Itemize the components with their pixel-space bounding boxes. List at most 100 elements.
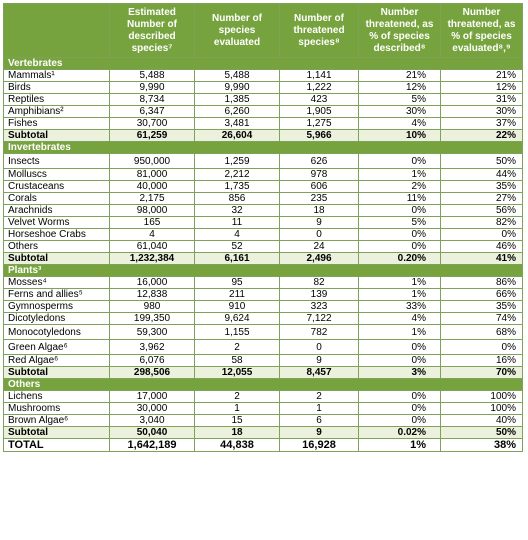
described-cell: 8,734 (109, 93, 195, 106)
threatened-cell: 323 (279, 300, 359, 313)
pct-described-cell: 0% (358, 153, 441, 169)
table-row: Mammals¹ 5,488 5,488 1,141 21% 21% (3, 69, 523, 82)
pct-described-cell: 0.02% (358, 426, 441, 439)
described-cell: 165 (109, 216, 195, 229)
pct-evaluated-cell: 0% (440, 228, 523, 241)
section-title: Plants³ (3, 264, 523, 277)
described-cell: 199,350 (109, 312, 195, 325)
threatened-cell: 235 (279, 192, 359, 205)
row-label: Mosses⁴ (3, 276, 110, 289)
header-pct-described: Number threatened, as % of species descr… (358, 3, 441, 58)
threatened-cell: 978 (279, 168, 359, 181)
pct-evaluated-cell: 0% (440, 339, 523, 355)
table-row: Brown Algae⁶ 3,040 15 6 0% 40% (3, 414, 523, 427)
described-cell: 30,700 (109, 117, 195, 130)
threatened-cell: 5,966 (279, 129, 359, 142)
table-row: Velvet Worms 165 11 9 5% 82% (3, 216, 523, 229)
threatened-cell: 9 (279, 216, 359, 229)
table-row: Gymnosperms 980 910 323 33% 35% (3, 300, 523, 313)
threatened-cell: 2 (279, 390, 359, 403)
pct-described-cell: 0% (358, 414, 441, 427)
subtotal-row: Subtotal 61,259 26,604 5,966 10% 22% (3, 129, 523, 142)
row-label: Lichens (3, 390, 110, 403)
evaluated-cell: 3,481 (194, 117, 280, 130)
pct-described-cell: 30% (358, 105, 441, 118)
evaluated-cell: 11 (194, 216, 280, 229)
threatened-cell: 1,141 (279, 69, 359, 82)
described-cell: 81,000 (109, 168, 195, 181)
threatened-cell: 9 (279, 354, 359, 367)
pct-evaluated-cell: 31% (440, 93, 523, 106)
evaluated-cell: 44,838 (194, 438, 280, 452)
row-label: Corals (3, 192, 110, 205)
pct-described-cell: 1% (358, 324, 441, 340)
pct-evaluated-cell: 40% (440, 414, 523, 427)
table-row: Reptiles 8,734 1,385 423 5% 31% (3, 93, 523, 106)
evaluated-cell: 9,990 (194, 81, 280, 94)
threatened-cell: 6 (279, 414, 359, 427)
pct-evaluated-cell: 44% (440, 168, 523, 181)
described-cell: 61,259 (109, 129, 195, 142)
pct-evaluated-cell: 68% (440, 324, 523, 340)
described-cell: 950,000 (109, 153, 195, 169)
pct-described-cell: 4% (358, 117, 441, 130)
table-row: Arachnids 98,000 32 18 0% 56% (3, 204, 523, 217)
threatened-cell: 626 (279, 153, 359, 169)
section-title: Invertebrates (3, 141, 523, 154)
table-row: Mushrooms 30,000 1 1 0% 100% (3, 402, 523, 415)
pct-evaluated-cell: 56% (440, 204, 523, 217)
threatened-cell: 1 (279, 402, 359, 415)
described-cell: 61,040 (109, 240, 195, 253)
pct-evaluated-cell: 50% (440, 426, 523, 439)
table-row: Mosses⁴ 16,000 95 82 1% 86% (3, 276, 523, 289)
described-cell: 3,040 (109, 414, 195, 427)
described-cell: 6,076 (109, 354, 195, 367)
pct-described-cell: 0% (358, 228, 441, 241)
described-cell: 6,347 (109, 105, 195, 118)
row-label: Fishes (3, 117, 110, 130)
pct-described-cell: 0% (358, 204, 441, 217)
evaluated-cell: 52 (194, 240, 280, 253)
pct-described-cell: 0% (358, 390, 441, 403)
described-cell: 1,232,384 (109, 252, 195, 265)
header-row: Estimated Number of described species⁷ N… (3, 3, 523, 58)
row-label: Monocotyledons (3, 324, 110, 340)
evaluated-cell: 2 (194, 390, 280, 403)
pct-evaluated-cell: 74% (440, 312, 523, 325)
evaluated-cell: 1 (194, 402, 280, 415)
described-cell: 50,040 (109, 426, 195, 439)
threatened-cell: 18 (279, 204, 359, 217)
pct-evaluated-cell: 27% (440, 192, 523, 205)
pct-evaluated-cell: 41% (440, 252, 523, 265)
row-label: Velvet Worms (3, 216, 110, 229)
described-cell: 9,990 (109, 81, 195, 94)
pct-described-cell: 11% (358, 192, 441, 205)
header-pct-evaluated: Number threatened, as % of species evalu… (440, 3, 523, 58)
threatened-cell: 8,457 (279, 366, 359, 379)
described-cell: 59,300 (109, 324, 195, 340)
pct-described-cell: 2% (358, 180, 441, 193)
subtotal-row: Subtotal 1,232,384 6,161 2,496 0.20% 41% (3, 252, 523, 265)
pct-described-cell: 5% (358, 216, 441, 229)
threatened-cell: 1,905 (279, 105, 359, 118)
pct-described-cell: 0% (358, 402, 441, 415)
evaluated-cell: 1,735 (194, 180, 280, 193)
row-label: Others (3, 240, 110, 253)
evaluated-cell: 32 (194, 204, 280, 217)
subtotal-row: Subtotal 50,040 18 9 0.02% 50% (3, 426, 523, 439)
table-row: Ferns and allies⁵ 12,838 211 139 1% 66% (3, 288, 523, 301)
row-label: Birds (3, 81, 110, 94)
row-label: Mammals¹ (3, 69, 110, 82)
row-label: Mushrooms (3, 402, 110, 415)
described-cell: 16,000 (109, 276, 195, 289)
evaluated-cell: 58 (194, 354, 280, 367)
evaluated-cell: 910 (194, 300, 280, 313)
described-cell: 5,488 (109, 69, 195, 82)
evaluated-cell: 95 (194, 276, 280, 289)
pct-evaluated-cell: 46% (440, 240, 523, 253)
table-row: Amphibians² 6,347 6,260 1,905 30% 30% (3, 105, 523, 118)
evaluated-cell: 5,488 (194, 69, 280, 82)
section-header-row: Others (3, 378, 523, 391)
threatened-cell: 1,222 (279, 81, 359, 94)
evaluated-cell: 26,604 (194, 129, 280, 142)
